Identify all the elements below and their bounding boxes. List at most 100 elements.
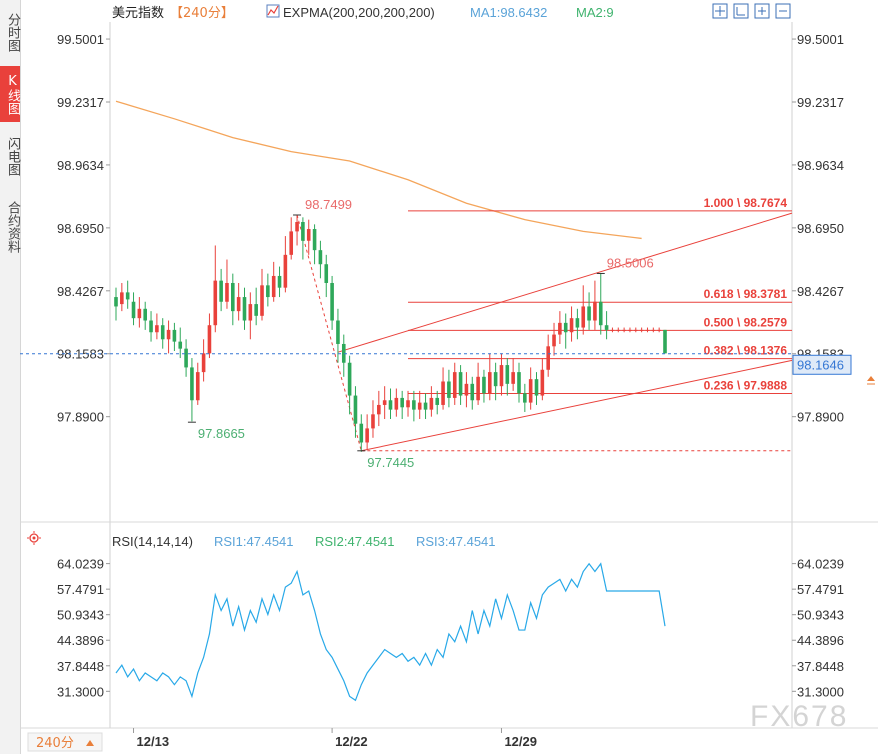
candle-body <box>447 381 451 398</box>
candle-body <box>616 329 621 331</box>
zoom-in-icon[interactable] <box>754 3 770 19</box>
channel-lower-line[interactable] <box>361 359 793 452</box>
candle-body <box>435 397 440 405</box>
extreme-label: 98.5006 <box>607 255 654 270</box>
draw-tool-icon[interactable] <box>733 3 749 19</box>
candle-body <box>271 275 276 298</box>
candle-body <box>441 381 445 405</box>
tab-kline[interactable]: K线图 <box>0 66 20 122</box>
candle-body <box>464 383 469 396</box>
crosshair-icon[interactable] <box>712 3 728 19</box>
candle-body <box>195 372 200 401</box>
rsi-tick-label: 64.0239 <box>797 557 844 572</box>
candle-body <box>482 376 486 394</box>
swing-dashed-line[interactable] <box>296 214 362 451</box>
fib-label: 0.382 \ 98.1376 <box>704 344 788 358</box>
rsi-name: RSI(14,14,14) <box>112 534 193 549</box>
candle-body <box>336 320 340 344</box>
candle-body <box>622 329 626 331</box>
price-tick-label: 98.4267 <box>797 284 844 299</box>
candle-body <box>534 379 539 396</box>
x-axis-label: 12/29 <box>504 734 537 749</box>
candle-body <box>452 372 457 398</box>
candle-body <box>423 402 428 410</box>
candle-body <box>324 264 329 283</box>
candle-body <box>242 297 247 321</box>
candle-body <box>563 322 568 333</box>
candle-body <box>277 275 282 288</box>
candle-body <box>231 282 235 312</box>
rsi2-label: RSI2:47.4541 <box>315 534 395 549</box>
candle-body <box>581 306 586 328</box>
candle-body <box>651 329 656 331</box>
candle-body <box>598 301 603 326</box>
candle-body <box>155 325 159 333</box>
candle-body <box>546 346 550 370</box>
tab-flash[interactable]: 闪电图 <box>5 136 20 176</box>
rsi-tick-label: 57.4791 <box>57 582 104 597</box>
candle-body <box>371 414 375 429</box>
candle-body <box>517 372 521 394</box>
x-axis-labels: 12/13 12/22 12/29 <box>133 728 537 749</box>
rsi-tick-label: 50.9343 <box>797 608 844 623</box>
price-tick-label: 99.2317 <box>797 95 844 110</box>
candle-body <box>365 428 369 443</box>
candle-body <box>353 395 358 424</box>
channel-upper-line[interactable] <box>337 212 793 353</box>
candle-body <box>166 329 171 340</box>
candle-body <box>254 304 258 316</box>
candle-body <box>201 353 206 373</box>
candle-body <box>125 292 130 300</box>
candle-body <box>487 372 492 394</box>
extreme-label: 98.7499 <box>305 197 352 212</box>
candle-body <box>470 383 475 401</box>
zoom-out-icon[interactable] <box>775 3 791 19</box>
extreme-label: 97.8665 <box>198 426 245 441</box>
candle-body <box>131 301 136 319</box>
candle-body <box>505 365 510 384</box>
expma-icon[interactable] <box>266 4 280 18</box>
candles <box>114 214 667 452</box>
expma-line <box>115 100 642 240</box>
rsi1-label: RSI1:47.4541 <box>214 534 294 549</box>
candle-body <box>330 282 334 321</box>
period-select-label: 240分 <box>36 736 74 751</box>
candle-body <box>295 222 299 232</box>
candle-body <box>377 404 381 415</box>
x-axis-label: 12/13 <box>137 734 170 749</box>
candle-body <box>394 397 399 410</box>
rsi-tick-label: 31.3000 <box>797 684 844 699</box>
current-price-line: 98.1646 <box>20 353 875 385</box>
tab-timeshare[interactable]: 分时图 <box>5 12 20 52</box>
ma2-label: MA2:9 <box>576 5 614 20</box>
candle-body <box>429 397 434 410</box>
rsi-settings-icon[interactable] <box>27 531 41 545</box>
period-select-button[interactable]: 240分 <box>27 732 103 752</box>
candle-body <box>552 334 556 347</box>
candle-body <box>633 329 638 331</box>
candle-body <box>283 254 288 288</box>
rsi3-label: RSI3:47.4541 <box>416 534 496 549</box>
candle-body <box>219 280 223 302</box>
candle-body <box>137 308 142 319</box>
candle-body <box>406 400 410 408</box>
rsi-tick-label: 44.3896 <box>57 633 104 648</box>
fib-label: 1.000 \ 98.7674 <box>704 196 788 210</box>
fibonacci-levels[interactable]: 1.000 \ 98.7674 0.618 \ 98.3781 0.500 \ 98… <box>408 196 792 395</box>
rsi-tick-label: 31.3000 <box>57 684 104 699</box>
candle-body <box>628 329 632 331</box>
candle-body <box>382 400 387 405</box>
price-annotations: 98.7499 97.8665 97.7445 98.5006 <box>187 197 654 470</box>
tab-contract-info[interactable]: 合约资料 <box>5 201 20 253</box>
trend-channel[interactable] <box>296 212 793 452</box>
caret-up-icon <box>86 740 94 746</box>
candle-body <box>458 372 463 396</box>
candle-body <box>493 372 498 387</box>
price-tick-label: 98.6950 <box>57 221 104 236</box>
candle-body <box>236 297 241 312</box>
candle-body <box>190 367 194 401</box>
candle-body <box>143 308 148 321</box>
price-ticks-left: 99.500199.231798.963498.695098.426798.15… <box>57 32 110 425</box>
sidebar: 分时图 K线图 闪电图 合约资料 <box>0 0 21 754</box>
